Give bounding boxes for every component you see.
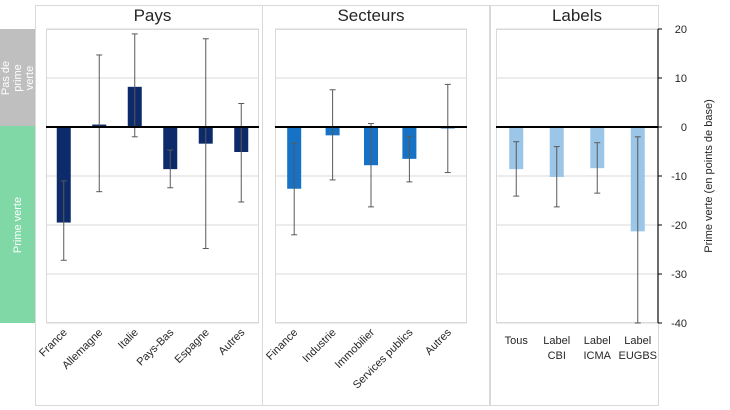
tick-label-line: Tous [505, 335, 529, 347]
chart-title-secteurs: Secteurs [337, 6, 404, 25]
y-tick-label--30: -30 [671, 269, 687, 281]
y-tick-label-0: 0 [681, 122, 687, 134]
tick-label-pays-4: Espagne [173, 327, 212, 366]
y-tick-label-20: 20 [675, 24, 687, 36]
side-band-premium: Prime verte [0, 126, 36, 323]
panel-frame-secteurs [262, 5, 490, 406]
y-tick-label--20: -20 [671, 220, 687, 232]
tick-label-labels-1: Label CBI [543, 335, 570, 362]
y-tick-label--40: -40 [671, 318, 687, 330]
tick-label-pays-2: Italie [116, 327, 141, 352]
chart-title-pays: Pays [134, 6, 172, 25]
tick-label-secteurs-0: Finance [264, 327, 300, 363]
y-axis-label: Prime verte (en points de base) [703, 99, 715, 252]
chart-title-labels: Labels [552, 6, 602, 25]
tick-label-pays-0: France [37, 327, 70, 360]
bar-pays-0 [56, 127, 71, 223]
tick-label-line: Label [584, 335, 611, 347]
tick-label-line: ICMA [584, 350, 612, 362]
tick-label-secteurs-4: Autres [423, 326, 454, 357]
tick-label-line: Label [624, 335, 651, 347]
y-tick-label--10: -10 [671, 171, 687, 183]
tick-label-pays-3: Pays-Bas [135, 326, 177, 368]
tick-label-pays-5: Autres [216, 326, 247, 357]
plot-border-pays [46, 29, 259, 323]
tick-label-secteurs-1: Industrie [300, 327, 338, 365]
y-tick-label-10: 10 [675, 73, 687, 85]
tick-label-labels-3: Label EUGBS [618, 335, 657, 362]
tick-label-labels-2: Label ICMA [584, 335, 612, 362]
tick-label-line: EUGBS [618, 350, 657, 362]
tick-label-labels-0: Tous [505, 335, 529, 347]
plot-border-secteurs [275, 29, 467, 323]
bar-pays-3 [163, 127, 178, 170]
side-band-no-premium: Pas de prime verte [0, 29, 36, 126]
tick-label-line: Label [543, 335, 570, 347]
tick-label-line: CBI [548, 350, 566, 362]
